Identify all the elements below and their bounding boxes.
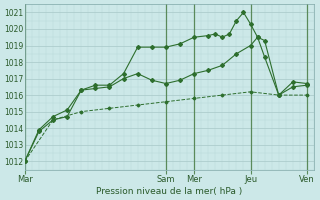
X-axis label: Pression niveau de la mer( hPa ): Pression niveau de la mer( hPa ): [96, 187, 243, 196]
